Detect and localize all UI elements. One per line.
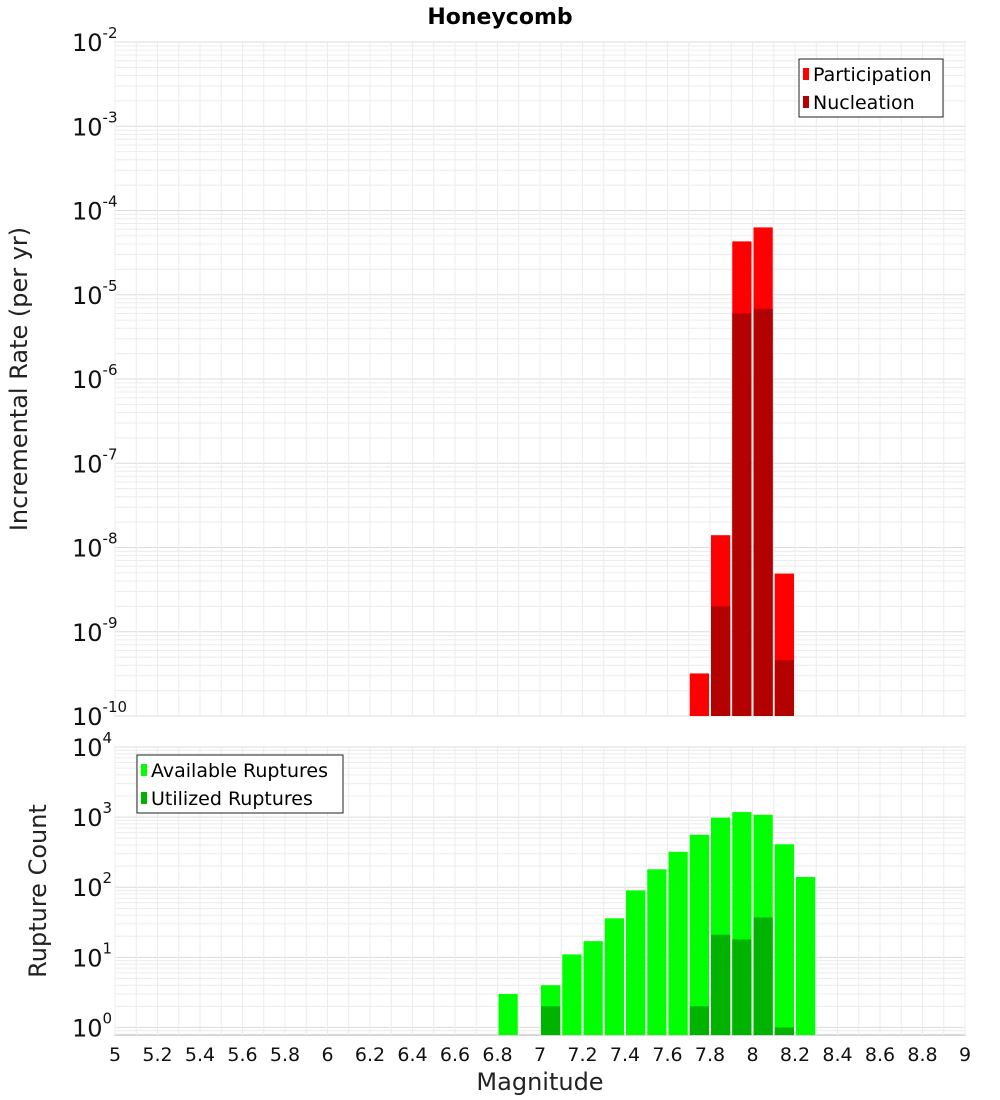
available-ruptures-bar [498, 993, 518, 1035]
y-tick-label: 100 [72, 1009, 112, 1042]
rate-panel: 10-10 10-9 10-8 10-7 10-6 10-5 10-4 10-3 10-2 In… [5, 24, 966, 731]
available-ruptures-bar [647, 869, 667, 1035]
legend-swatch [803, 96, 809, 108]
available-ruptures-bar [626, 890, 646, 1035]
nucleation-bar [711, 606, 731, 716]
y-tick-label: 10-7 [72, 445, 118, 478]
y-tick-label: 102 [72, 869, 112, 902]
x-tick-label: 5.6 [227, 1044, 257, 1066]
legend-label: Available Ruptures [151, 760, 328, 782]
nucleation-bar [753, 308, 773, 716]
utilized-ruptures-bar [711, 934, 731, 1035]
available-ruptures-bar [583, 941, 603, 1035]
available-ruptures-bar [562, 954, 582, 1035]
x-tick-label: 8 [746, 1044, 758, 1066]
x-tick-label: 6.2 [355, 1044, 385, 1066]
legend-box [798, 58, 944, 118]
rate-bars [689, 227, 794, 716]
rate-y-ticks: 10-10 10-9 10-8 10-7 10-6 10-5 10-4 10-3 10-2 [72, 24, 127, 731]
legend-swatch [141, 792, 147, 804]
x-tick-label: 7.4 [610, 1044, 640, 1066]
y-tick-label: 10-6 [72, 361, 118, 394]
count-y-ticks: 100 101 102 103 104 [72, 729, 112, 1042]
count-grid [114, 746, 966, 1035]
x-tick-label: 7.6 [652, 1044, 682, 1066]
available-ruptures-bar [689, 834, 709, 1035]
participation-bar [689, 673, 709, 716]
legend-label: Participation [813, 64, 932, 86]
count-panel: 100 101 102 103 104 5 5.2 5.4 5.6 5.8 6 6.2 6.4 6.6 6… [24, 729, 971, 1096]
legend-swatch [141, 764, 147, 776]
y-tick-label: 10-8 [72, 530, 118, 563]
x-tick-label: 7.2 [567, 1044, 597, 1066]
count-bars [498, 812, 816, 1035]
x-tick-label: 8.6 [865, 1044, 895, 1066]
y-tick-label: 10-2 [72, 24, 118, 57]
y-tick-label: 10-10 [72, 698, 127, 731]
legend-label: Nucleation [813, 92, 915, 114]
utilized-ruptures-bar [732, 939, 752, 1035]
x-tick-label: 6.6 [440, 1044, 470, 1066]
available-ruptures-bar [796, 876, 816, 1035]
x-tick-label: 8.8 [907, 1044, 937, 1066]
y-tick-label: 101 [72, 939, 112, 972]
y-tick-label: 10-4 [72, 193, 118, 226]
utilized-ruptures-bar [774, 1027, 794, 1035]
available-ruptures-bar [774, 844, 794, 1035]
y-tick-label: 10-9 [72, 614, 118, 647]
legend-box [136, 754, 344, 814]
legend-swatch [803, 68, 809, 80]
nucleation-bar [732, 313, 752, 716]
x-tick-label: 8.4 [822, 1044, 852, 1066]
count-y-axis-label: Rupture Count [24, 804, 52, 978]
magnitude-x-axis-label: Magnitude [476, 1068, 603, 1096]
x-tick-label: 6 [321, 1044, 333, 1066]
x-tick-label: 5.4 [185, 1044, 215, 1066]
x-tick-label: 6.4 [397, 1044, 427, 1066]
utilized-ruptures-bar [753, 917, 773, 1035]
x-tick-label: 9 [959, 1044, 971, 1066]
y-tick-label: 104 [72, 729, 112, 762]
rate-y-axis-label: Incremental Rate (per yr) [5, 227, 33, 531]
y-tick-label: 103 [72, 799, 112, 832]
available-ruptures-bar [604, 918, 624, 1035]
x-tick-label: 5.2 [142, 1044, 172, 1066]
x-tick-label: 6.8 [482, 1044, 512, 1066]
x-tick-label: 7.8 [695, 1044, 725, 1066]
nucleation-bar [774, 660, 794, 716]
utilized-ruptures-bar [541, 1006, 561, 1035]
chart-title: Honeycomb [427, 5, 572, 30]
rate-legend: Participation Nucleation [798, 58, 944, 118]
x-tick-label: 7 [534, 1044, 546, 1066]
utilized-ruptures-bar [689, 1006, 709, 1035]
x-tick-label: 5.8 [270, 1044, 300, 1066]
x-tick-label: 5 [109, 1044, 121, 1066]
legend-label: Utilized Ruptures [151, 788, 313, 810]
magnitude-x-ticks: 5 5.2 5.4 5.6 5.8 6 6.2 6.4 6.6 6.8 7 7.2 7.4 7.6 7.8 8… [109, 1044, 971, 1066]
available-ruptures-bar [668, 851, 688, 1035]
rate-grid [114, 41, 966, 717]
y-tick-label: 10-5 [72, 277, 118, 310]
count-legend: Available Ruptures Utilized Ruptures [136, 754, 344, 814]
x-tick-label: 8.2 [780, 1044, 810, 1066]
y-tick-label: 10-3 [72, 108, 118, 141]
